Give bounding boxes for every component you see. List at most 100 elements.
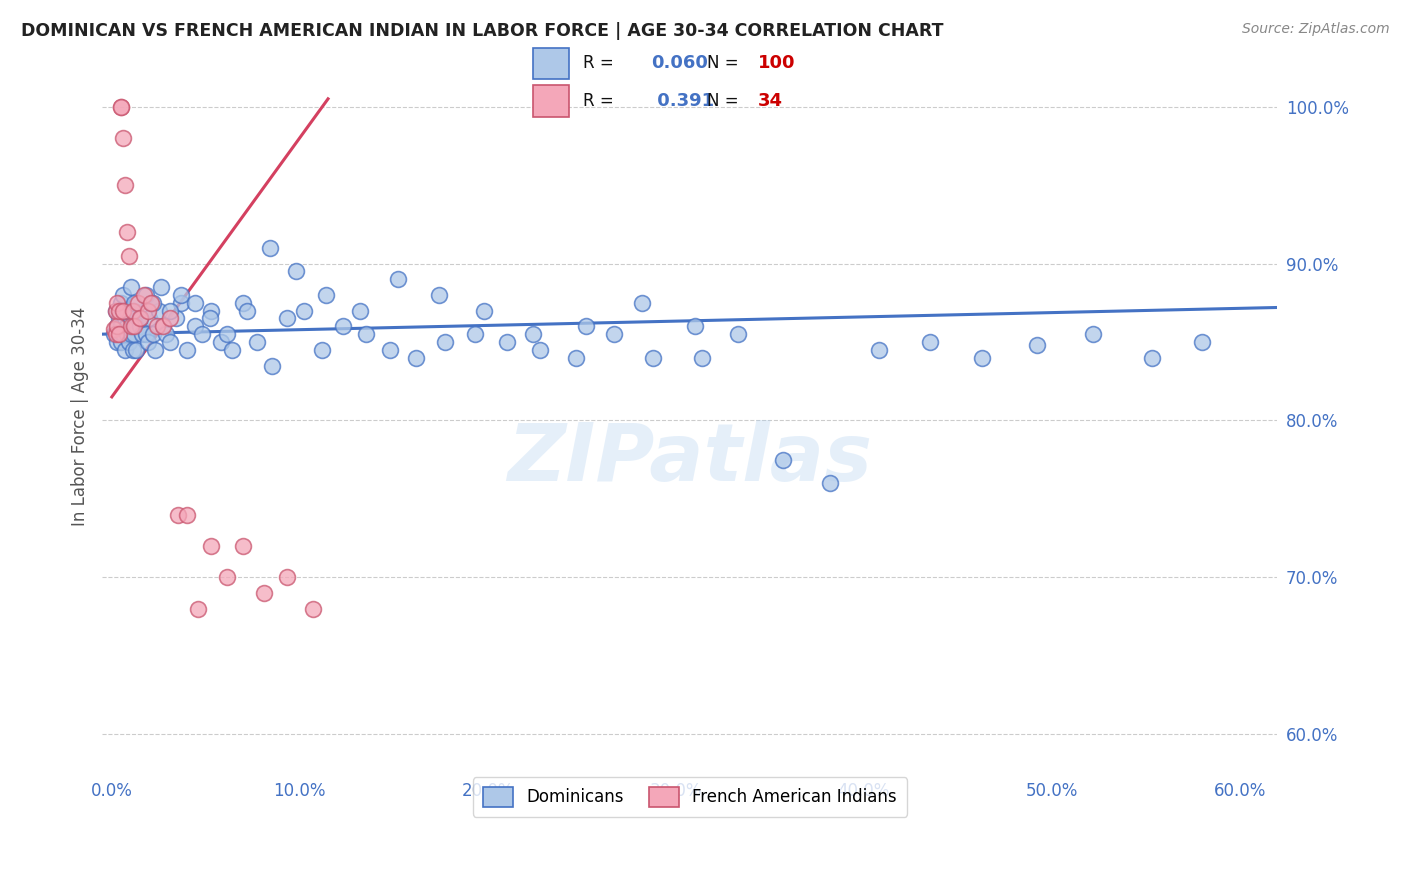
Point [120, 280, 142, 294]
Point [176, 508, 198, 522]
Text: ZIPatlas: ZIPatlas [508, 420, 873, 499]
Point [349, 303, 371, 318]
Point [114, 343, 136, 357]
Point [136, 303, 159, 318]
Point [972, 351, 994, 365]
Point [125, 319, 148, 334]
Point [107, 334, 129, 349]
Y-axis label: In Labor Force | Age 30-34: In Labor Force | Age 30-34 [72, 307, 89, 526]
Legend: Dominicans, French American Indians: Dominicans, French American Indians [472, 777, 907, 816]
Text: Source: ZipAtlas.com: Source: ZipAtlas.com [1241, 22, 1389, 37]
Point [159, 334, 181, 349]
Point [138, 311, 160, 326]
Point [124, 303, 146, 318]
Point [108, 327, 131, 342]
Point [124, 327, 146, 342]
Point [118, 303, 141, 318]
Point [354, 327, 377, 342]
Point [141, 295, 163, 310]
Point [120, 327, 142, 342]
Point [125, 343, 148, 357]
Point [149, 280, 172, 294]
Point [108, 311, 131, 326]
Point [260, 359, 283, 373]
Point [129, 311, 152, 326]
Point [183, 319, 205, 334]
Point [772, 452, 794, 467]
Point [727, 327, 749, 342]
Point [103, 327, 125, 342]
Point [121, 319, 143, 334]
Point [166, 508, 188, 522]
Point [127, 295, 149, 310]
Point [170, 295, 193, 310]
Point [131, 327, 153, 342]
Point [690, 351, 713, 365]
Point [170, 288, 193, 302]
Text: 0.391: 0.391 [651, 92, 714, 110]
Point [472, 303, 495, 318]
Point [120, 319, 142, 334]
Point [187, 601, 209, 615]
Point [232, 295, 254, 310]
Point [148, 303, 170, 318]
Point [129, 319, 152, 334]
Point [127, 311, 149, 326]
Point [236, 303, 259, 318]
Point [104, 303, 127, 318]
Point [1191, 334, 1213, 349]
Point [112, 131, 135, 145]
Point [142, 327, 165, 342]
Point [135, 327, 157, 342]
Point [643, 351, 665, 365]
Point [1083, 327, 1105, 342]
Point [191, 327, 214, 342]
Point [108, 303, 131, 318]
Point [104, 303, 127, 318]
Text: R =: R = [583, 92, 614, 110]
Point [276, 570, 298, 584]
Point [259, 241, 281, 255]
Point [332, 319, 354, 334]
Point [110, 334, 132, 349]
Point [115, 327, 138, 342]
Point [575, 319, 598, 334]
Point [107, 295, 129, 310]
Point [112, 288, 135, 302]
Point [104, 327, 127, 342]
Point [215, 570, 238, 584]
Point [135, 288, 157, 302]
Point [118, 334, 141, 349]
Point [315, 288, 337, 302]
Point [387, 272, 409, 286]
Point [115, 303, 138, 318]
Point [108, 327, 131, 342]
Point [143, 343, 166, 357]
Point [868, 343, 890, 357]
Point [1025, 338, 1047, 352]
Text: 34: 34 [758, 92, 783, 110]
Point [683, 319, 706, 334]
Point [159, 303, 181, 318]
Point [115, 225, 138, 239]
Point [103, 322, 125, 336]
Point [110, 100, 132, 114]
Point [176, 343, 198, 357]
Point [209, 334, 232, 349]
Point [200, 303, 222, 318]
Text: DOMINICAN VS FRENCH AMERICAN INDIAN IN LABOR FORCE | AGE 30-34 CORRELATION CHART: DOMINICAN VS FRENCH AMERICAN INDIAN IN L… [21, 22, 943, 40]
Point [124, 295, 146, 310]
Point [232, 539, 254, 553]
Point [110, 100, 132, 114]
Point [495, 334, 517, 349]
Point [152, 319, 174, 334]
Point [818, 476, 841, 491]
Point [427, 288, 450, 302]
Point [146, 319, 169, 334]
Point [114, 178, 136, 193]
Point [124, 319, 146, 334]
FancyBboxPatch shape [533, 47, 569, 78]
Point [565, 351, 588, 365]
Point [141, 295, 163, 310]
Point [246, 334, 269, 349]
